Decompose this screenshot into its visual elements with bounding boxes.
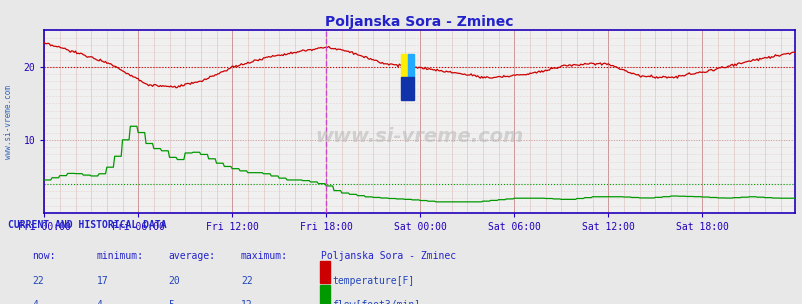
Text: 17: 17 [96, 276, 108, 286]
Text: minimum:: minimum: [96, 251, 144, 261]
Text: now:: now: [32, 251, 55, 261]
Text: 20: 20 [168, 276, 180, 286]
Bar [407, 54, 414, 77]
Text: maximum:: maximum: [241, 251, 288, 261]
Text: CURRENT AND HISTORICAL DATA: CURRENT AND HISTORICAL DATA [8, 220, 167, 230]
Text: 22: 22 [241, 276, 253, 286]
Text: www.si-vreme.com: www.si-vreme.com [3, 85, 13, 159]
Bar [400, 77, 414, 100]
Text: 4: 4 [32, 300, 38, 304]
Text: 12: 12 [241, 300, 253, 304]
Text: average:: average: [168, 251, 216, 261]
Text: 5: 5 [168, 300, 174, 304]
Bar [400, 54, 407, 77]
Text: 22: 22 [32, 276, 44, 286]
Text: 4: 4 [96, 300, 102, 304]
Text: flow[foot3/min]: flow[foot3/min] [332, 300, 420, 304]
FancyBboxPatch shape [319, 285, 330, 304]
Text: www.si-vreme.com: www.si-vreme.com [315, 127, 523, 146]
Text: temperature[F]: temperature[F] [332, 276, 414, 286]
Title: Poljanska Sora - Zminec: Poljanska Sora - Zminec [325, 15, 513, 29]
FancyBboxPatch shape [319, 261, 330, 283]
Text: Poljanska Sora - Zminec: Poljanska Sora - Zminec [321, 251, 456, 261]
